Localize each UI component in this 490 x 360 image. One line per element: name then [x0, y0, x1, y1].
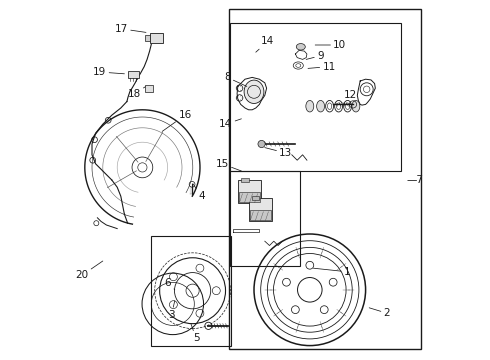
- Text: 14: 14: [256, 36, 274, 52]
- Bar: [242, 178, 248, 182]
- FancyBboxPatch shape: [248, 198, 272, 221]
- Bar: [230, 171, 300, 266]
- Text: 6: 6: [165, 278, 175, 290]
- Text: 17: 17: [115, 24, 146, 34]
- Text: 1: 1: [314, 267, 351, 277]
- Ellipse shape: [296, 44, 305, 50]
- FancyBboxPatch shape: [238, 180, 261, 203]
- Text: 4: 4: [193, 184, 205, 201]
- Bar: [128, 71, 139, 78]
- Bar: [145, 35, 150, 41]
- Text: 14: 14: [219, 119, 242, 129]
- Text: 10: 10: [315, 40, 346, 50]
- Text: 2: 2: [369, 308, 390, 318]
- Ellipse shape: [244, 80, 264, 104]
- Text: —7: —7: [406, 175, 423, 185]
- FancyBboxPatch shape: [250, 210, 271, 220]
- Text: 9: 9: [306, 51, 323, 61]
- Text: 3: 3: [168, 301, 175, 320]
- Text: 12: 12: [344, 90, 357, 104]
- Text: 20: 20: [75, 261, 103, 280]
- FancyBboxPatch shape: [239, 192, 260, 202]
- Bar: [230, 23, 401, 171]
- Bar: [149, 33, 163, 43]
- Circle shape: [258, 140, 265, 148]
- Text: 15: 15: [216, 159, 242, 171]
- Text: 18: 18: [127, 86, 146, 99]
- Text: 13: 13: [265, 148, 293, 158]
- Text: 19: 19: [93, 67, 124, 77]
- Text: 11: 11: [308, 62, 336, 72]
- Ellipse shape: [317, 100, 324, 112]
- Bar: [229, 9, 421, 349]
- Bar: [151, 236, 231, 346]
- Ellipse shape: [306, 100, 314, 112]
- Text: 16: 16: [162, 110, 192, 131]
- Bar: [252, 196, 259, 200]
- Ellipse shape: [352, 100, 360, 112]
- Text: 5: 5: [191, 324, 199, 343]
- Bar: [145, 85, 153, 92]
- Text: 8: 8: [224, 72, 247, 86]
